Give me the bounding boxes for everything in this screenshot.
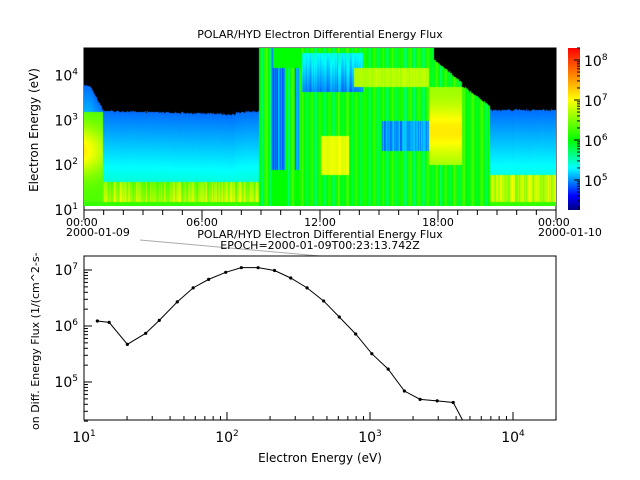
x-tick-label: 104 xyxy=(501,429,525,446)
data-point xyxy=(322,299,326,303)
spectrogram-y-label: Electron Energy (eV) xyxy=(27,68,41,192)
data-point xyxy=(435,399,439,403)
colorbar xyxy=(568,48,580,210)
flux-series xyxy=(95,266,470,433)
y-tick-label: 104 xyxy=(54,67,78,84)
data-point xyxy=(418,397,422,401)
spectrogram-image xyxy=(84,48,556,206)
data-point xyxy=(125,342,129,346)
data-point xyxy=(451,400,455,405)
data-point xyxy=(337,315,341,319)
x-tick-label: 06:00 xyxy=(186,216,218,229)
epoch-marker-line xyxy=(139,239,321,257)
data-point xyxy=(107,320,111,324)
line-plot-y-label: on Diff. Energy Flux (1/(cm^2-s- xyxy=(29,252,42,430)
line-plot-frame xyxy=(83,255,557,421)
y-tick-label: 107 xyxy=(54,262,78,279)
data-point xyxy=(370,352,374,356)
colorbar-tick-label: 107 xyxy=(584,93,608,110)
x-date-end: 2000-01-10 xyxy=(538,226,602,239)
data-point xyxy=(144,331,148,335)
line-plot-x-label: Electron Energy (eV) xyxy=(258,451,382,465)
y-tick-label: 101 xyxy=(54,202,78,219)
colorbar-tick-label: 108 xyxy=(584,53,608,70)
y-tick-label: 102 xyxy=(54,157,78,174)
colorbar-tick-label: 106 xyxy=(584,133,608,150)
data-point xyxy=(402,389,406,393)
y-tick-label: 106 xyxy=(54,318,78,335)
data-point xyxy=(95,319,99,323)
spectrogram-x-axis: 00:00 06:00 12:00 18:00 00:00 xyxy=(66,210,570,229)
x-tick-label: 00:00 xyxy=(66,216,98,229)
line-plot-x-axis: 101 102 103 104 xyxy=(72,412,557,446)
data-point xyxy=(207,277,211,281)
data-point xyxy=(386,367,390,371)
data-point xyxy=(239,266,243,270)
x-tick-label: 101 xyxy=(72,429,96,446)
data-point xyxy=(157,318,161,322)
data-point xyxy=(224,270,228,274)
line-plot-y-axis: 105 106 107 xyxy=(54,262,92,422)
x-tick-label: 00:00 xyxy=(538,216,570,229)
data-point xyxy=(289,276,293,280)
y-tick-label: 103 xyxy=(54,112,78,129)
colorbar-tick-label: 105 xyxy=(584,173,608,190)
line-plot-title: POLAR/HYD Electron Differential Energy F… xyxy=(197,228,443,241)
data-point xyxy=(354,332,358,336)
y-tick-label: 105 xyxy=(54,374,78,391)
line-plot-epoch: EPOCH=2000-01-09T00:23:13.742Z xyxy=(220,239,420,252)
data-point xyxy=(305,286,309,290)
flux-line xyxy=(97,267,464,420)
spectrogram-title: POLAR/HYD Electron Differential Energy F… xyxy=(197,28,443,41)
colorbar-axis: 105 106 107 108 xyxy=(574,47,608,209)
data-point xyxy=(256,266,260,270)
data-point xyxy=(272,268,277,273)
data-point xyxy=(467,430,470,433)
x-tick-label: 12:00 xyxy=(304,216,336,229)
x-tick-label: 102 xyxy=(215,429,239,446)
x-tick-label: 18:00 xyxy=(422,216,454,229)
data-point xyxy=(175,300,179,304)
x-tick-label: 103 xyxy=(358,429,382,446)
x-date-start: 2000-01-09 xyxy=(66,226,130,239)
data-point xyxy=(191,286,195,290)
